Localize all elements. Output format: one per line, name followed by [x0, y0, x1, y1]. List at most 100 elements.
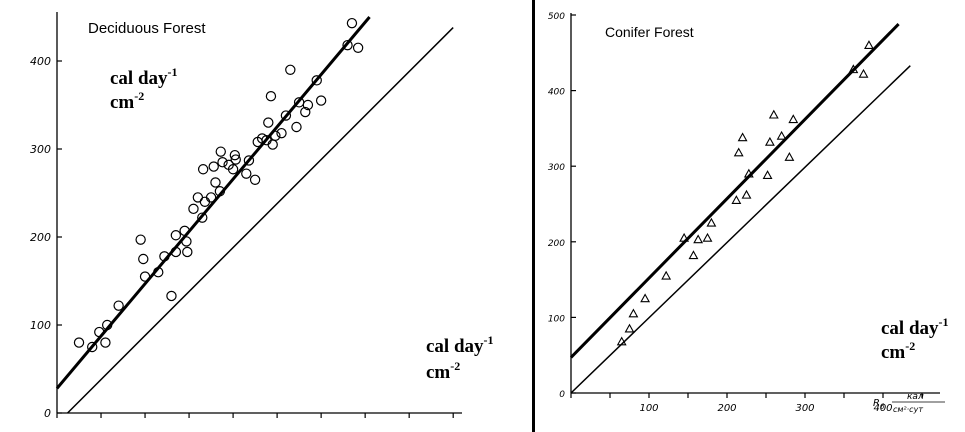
- y-tick-label: 400: [30, 55, 51, 68]
- data-point: [624, 323, 635, 333]
- y-tick-label: 100: [30, 319, 51, 332]
- data-point: [227, 164, 239, 175]
- chart-title: Deciduous Forest: [88, 20, 206, 37]
- conifer-chart-panel: 100 200 300 400 0 100 200 300 400 500 Conifer Fo…: [535, 0, 965, 432]
- y-tick-marks: [571, 14, 576, 394]
- data-point: [788, 114, 799, 124]
- data-point: [182, 246, 193, 258]
- data-point: [762, 170, 773, 180]
- data-point: [181, 236, 192, 247]
- data-point: [241, 168, 252, 179]
- data-point: [640, 293, 651, 303]
- data-point: [249, 174, 261, 185]
- data-point: [346, 17, 358, 29]
- data-point: [229, 149, 241, 161]
- x-tick-label: 200: [717, 403, 736, 414]
- data-point: [706, 217, 717, 227]
- data-point: [342, 39, 353, 51]
- x-tick-labels: 100 200 300 400: [639, 403, 892, 414]
- y-tick-label: 100: [548, 314, 565, 324]
- data-point: [768, 109, 779, 119]
- data-point: [138, 253, 149, 265]
- data-point: [280, 110, 292, 121]
- data-point: [139, 271, 151, 282]
- data-point: [352, 42, 364, 54]
- data-point: [73, 337, 85, 348]
- data-point: [170, 230, 182, 241]
- data-point: [864, 40, 874, 49]
- data-point: [688, 250, 699, 260]
- data-point: [256, 133, 268, 144]
- data-point: [179, 225, 190, 237]
- y-tick-label: 200: [548, 239, 565, 249]
- x-unit-label-line2: cm-2: [426, 359, 460, 383]
- y-tick-label: 300: [548, 163, 565, 173]
- data-point: [731, 195, 742, 204]
- data-point: [197, 164, 209, 175]
- data-point: [199, 196, 211, 207]
- data-point: [208, 161, 219, 172]
- data-points: [73, 17, 364, 353]
- data-point: [170, 246, 182, 258]
- data-point: [265, 90, 277, 102]
- data-point: [230, 154, 241, 165]
- data-point: [661, 270, 672, 280]
- x-unit-label-line1: cal day-1: [881, 315, 949, 339]
- reference-line-group: [570, 65, 911, 394]
- fit-line-group: [569, 23, 900, 359]
- data-point: [743, 168, 754, 178]
- data-point: [100, 337, 111, 348]
- reference-line: [570, 65, 911, 394]
- x-unit-label-line2: cm-2: [881, 339, 915, 363]
- data-point: [210, 177, 221, 188]
- data-point: [741, 189, 752, 199]
- data-point: [291, 121, 302, 133]
- data-point: [101, 319, 113, 331]
- data-point: [263, 117, 274, 128]
- data-point: [215, 146, 226, 157]
- x-tick-label: 100: [639, 403, 658, 414]
- y-tick-label: 0: [559, 390, 565, 400]
- deciduous-chart: 0 100 200 300 400 Deciduous Forest cal day-1…: [30, 12, 494, 420]
- data-point: [311, 75, 322, 86]
- data-point: [87, 341, 98, 353]
- data-point: [679, 232, 690, 242]
- data-point: [300, 106, 311, 118]
- data-point: [764, 136, 775, 146]
- data-point: [693, 234, 704, 244]
- x-unit-label-line1: cal day-1: [426, 333, 494, 357]
- data-point: [205, 192, 217, 203]
- y-tick-marks: [57, 60, 62, 414]
- reference-line-group: [67, 27, 454, 414]
- reference-line: [67, 27, 454, 414]
- data-point: [784, 151, 795, 161]
- y-unit-label-line2: cm-2: [110, 89, 144, 113]
- x-tick-label: 300: [795, 403, 814, 414]
- conifer-chart: 100 200 300 400 0 100 200 300 400 500 Conifer Fo…: [548, 12, 949, 414]
- chart-title: Conifer Forest: [605, 24, 694, 40]
- data-point: [217, 156, 228, 168]
- svg-text:кал: кал: [907, 392, 924, 402]
- y-tick-labels: 0 100 200 300 400 500: [548, 12, 565, 400]
- svg-text:Rб: Rб: [873, 398, 885, 411]
- data-point: [285, 64, 296, 76]
- y-tick-label: 200: [30, 231, 51, 244]
- x-tick-label: 400: [873, 403, 892, 414]
- data-point: [628, 308, 639, 318]
- data-point: [302, 99, 314, 111]
- fit-line: [55, 16, 371, 390]
- data-point: [166, 290, 177, 302]
- x-axis-russian-label: Rб кал см²·сут: [873, 392, 945, 414]
- svg-text:см²·сут: см²·сут: [893, 405, 923, 414]
- data-point: [733, 147, 744, 157]
- y-tick-label: 0: [44, 407, 51, 420]
- data-point: [276, 127, 287, 139]
- data-point: [188, 203, 199, 215]
- data-point: [243, 155, 255, 166]
- data-point: [135, 234, 146, 245]
- data-point: [214, 186, 226, 197]
- data-points: [616, 40, 874, 346]
- data-point: [737, 132, 748, 142]
- y-tick-label: 500: [548, 12, 565, 22]
- y-unit-label-line1: cal day-1: [110, 65, 178, 89]
